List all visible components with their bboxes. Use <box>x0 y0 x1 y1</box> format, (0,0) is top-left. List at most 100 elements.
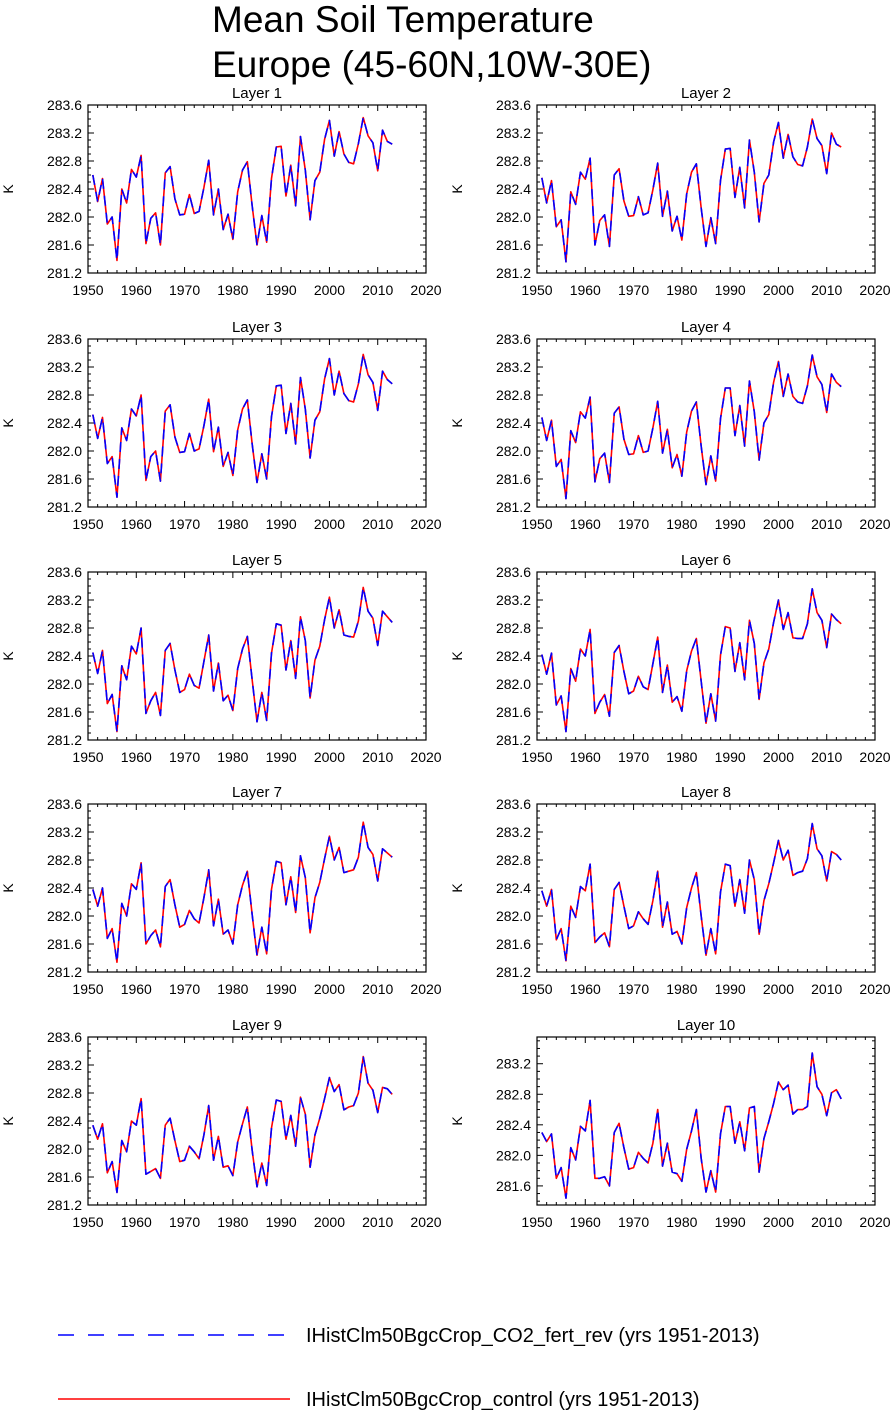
layer-6-xtick-label: 1960 <box>570 749 601 765</box>
layer-9-xtick-label: 2020 <box>410 1214 441 1230</box>
layer-8-ytick-label: 282.0 <box>496 908 531 924</box>
layer-1-ylabel: K <box>0 184 16 194</box>
layer-1-panel: Layer 1 1950 1960 1970 1980 1990 2000 2010 2020 2… <box>0 85 442 298</box>
layer-3-ytick-label: 282.8 <box>47 387 82 403</box>
layer-3-ylabel: K <box>0 418 16 428</box>
layer-4-series-fert <box>541 354 842 500</box>
layer-5-xtick-label: 1990 <box>266 749 297 765</box>
layer-10-title: Layer 10 <box>677 1017 735 1034</box>
layer-9-ytick-label: 282.4 <box>47 1113 82 1129</box>
layer-1-xtick-label: 1990 <box>266 282 297 298</box>
layer-8-xtick-label: 2020 <box>859 981 890 997</box>
layer-8-ytick-label: 282.8 <box>496 852 531 868</box>
layer-1-ytick-label: 283.6 <box>47 97 82 113</box>
layer-1-plot-frame <box>87 104 427 274</box>
layer-1-xtick-label: 2000 <box>314 282 345 298</box>
layer-3-xtick-label: 1950 <box>72 516 103 532</box>
layer-6-xtick-label: 1950 <box>521 749 552 765</box>
layer-1-series-control <box>92 116 393 262</box>
layer-2-ytick-label: 282.8 <box>496 153 531 169</box>
layer-6-ytick-label: 283.2 <box>496 592 531 608</box>
layer-2-ytick-label: 282.4 <box>496 181 531 197</box>
layer-6-series-control <box>541 587 842 733</box>
layer-7-ytick-label: 282.8 <box>47 852 82 868</box>
layer-8-xtick-label: 2010 <box>811 981 842 997</box>
layer-10-ytick-label: 281.6 <box>496 1178 531 1194</box>
layer-4-ytick-label: 282.4 <box>496 415 531 431</box>
layer-10-xtick-label: 2000 <box>763 1214 794 1230</box>
layer-7-ytick-label: 283.2 <box>47 824 82 840</box>
layer-9-xtick-label: 1980 <box>217 1214 248 1230</box>
layer-2-ytick-label: 283.2 <box>496 125 531 141</box>
layer-2-xtick-label: 2020 <box>859 282 890 298</box>
layer-9-plot-frame <box>87 1036 427 1206</box>
layer-5-ylabel: K <box>0 651 16 661</box>
layer-8-ytick-label: 282.4 <box>496 880 531 896</box>
layer-1-ytick-label: 283.2 <box>47 125 82 141</box>
layer-1-xtick-label: 2020 <box>410 282 441 298</box>
layer-2-series-control <box>541 118 842 263</box>
layer-6-panel: Layer 6 1950 1960 1970 1980 1990 2000 2010 2020 2… <box>449 552 891 765</box>
layer-4-ytick-label: 282.0 <box>496 443 531 459</box>
layer-7-ytick-label: 282.0 <box>47 908 82 924</box>
layer-9-xtick-label: 1990 <box>266 1214 297 1230</box>
layer-6-series-fert <box>541 587 842 733</box>
layer-10-xtick-label: 1960 <box>570 1214 601 1230</box>
layer-6-plot-frame <box>536 571 876 741</box>
layer-5-xtick-label: 1950 <box>72 749 103 765</box>
layer-3-ytick-label: 281.6 <box>47 471 82 487</box>
layer-8-ytick-label: 283.2 <box>496 824 531 840</box>
layer-7-xtick-label: 1980 <box>217 981 248 997</box>
layer-9-series-control <box>92 1055 393 1194</box>
layer-8-xtick-label: 1990 <box>715 981 746 997</box>
layer-5-series-control <box>92 586 393 733</box>
layer-10-ytick-label: 282.8 <box>496 1086 531 1102</box>
layer-6-ytick-label: 282.8 <box>496 620 531 636</box>
layer-7-xtick-label: 1990 <box>266 981 297 997</box>
panel-grid: Layer 1 1950 1960 1970 1980 1990 2000 2010 2020 2… <box>0 85 891 1230</box>
layer-9-panel: Layer 9 1950 1960 1970 1980 1990 2000 2010 2020 2… <box>0 1017 442 1230</box>
layer-2-xtick-label: 1950 <box>521 282 552 298</box>
figure-title-line-1: Mean Soil Temperature <box>212 0 594 40</box>
layer-5-series-fert <box>92 586 393 733</box>
layer-3-xtick-label: 2020 <box>410 516 441 532</box>
layer-1-series-fert <box>92 116 393 262</box>
layer-10-xtick-label: 1980 <box>666 1214 697 1230</box>
layer-10-xtick-label: 1950 <box>521 1214 552 1230</box>
layer-8-xtick-label: 1950 <box>521 981 552 997</box>
layer-9-ytick-label: 283.2 <box>47 1057 82 1073</box>
layer-2-title: Layer 2 <box>681 85 731 102</box>
layer-7-xtick-label: 1970 <box>169 981 200 997</box>
layer-3-ytick-label: 282.4 <box>47 415 82 431</box>
layer-3-xtick-label: 1970 <box>169 516 200 532</box>
layer-4-ytick-label: 283.6 <box>496 331 531 347</box>
layer-6-xtick-label: 2010 <box>811 749 842 765</box>
layer-10-series-fert <box>541 1052 842 1199</box>
layer-9-ytick-label: 281.2 <box>47 1197 82 1213</box>
layer-4-xtick-label: 1950 <box>521 516 552 532</box>
layer-10-xtick-label: 2020 <box>859 1214 890 1230</box>
legend-label-control: IHistClm50BgcCrop_control (yrs 1951-2013… <box>306 1389 700 1411</box>
layer-4-panel: Layer 4 1950 1960 1970 1980 1990 2000 2010 2020 2… <box>449 319 891 532</box>
layer-2-xtick-label: 1970 <box>618 282 649 298</box>
layer-5-ytick-label: 282.4 <box>47 648 82 664</box>
layer-7-xtick-label: 2000 <box>314 981 345 997</box>
legend: IHistClm50BgcCrop_CO2_fert_rev (yrs 1951… <box>58 1325 760 1411</box>
layer-5-ytick-label: 281.6 <box>47 704 82 720</box>
layer-8-ytick-label: 281.6 <box>496 936 531 952</box>
layer-4-ytick-label: 282.8 <box>496 387 531 403</box>
layer-9-ytick-label: 283.6 <box>47 1029 82 1045</box>
layer-6-xtick-label: 2000 <box>763 749 794 765</box>
layer-1-xtick-label: 2010 <box>362 282 393 298</box>
layer-10-panel: Layer 10 1950 1960 1970 1980 1990 2000 2010 2020… <box>449 1017 891 1230</box>
layer-7-ytick-label: 281.6 <box>47 936 82 952</box>
layer-4-xtick-label: 1990 <box>715 516 746 532</box>
layer-5-xtick-label: 1960 <box>121 749 152 765</box>
layer-5-xtick-label: 2020 <box>410 749 441 765</box>
layer-4-series-control <box>541 354 842 500</box>
layer-2-ytick-label: 281.2 <box>496 265 531 281</box>
layer-4-xtick-label: 1980 <box>666 516 697 532</box>
layer-5-panel: Layer 5 1950 1960 1970 1980 1990 2000 2010 2020 2… <box>0 552 442 765</box>
layer-9-ytick-label: 281.6 <box>47 1169 82 1185</box>
